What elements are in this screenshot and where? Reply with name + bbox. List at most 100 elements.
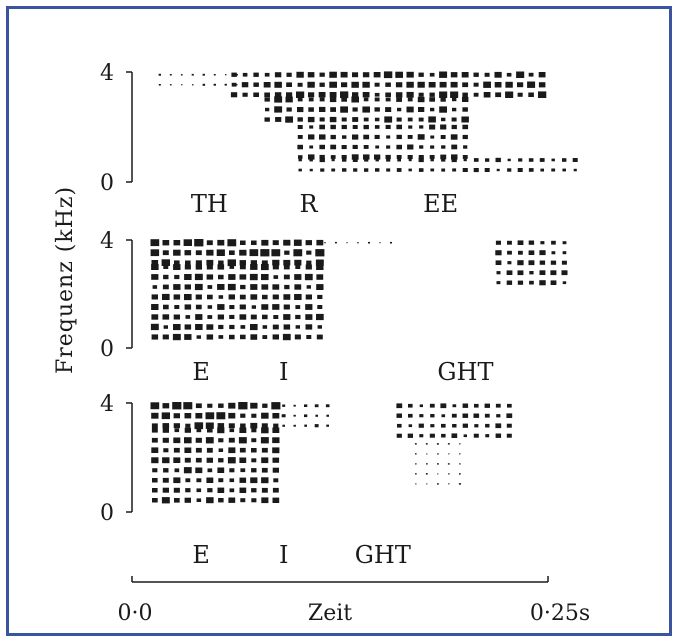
spectrogram-cell [152,498,158,503]
spectrogram-cell [162,334,169,340]
spectrogram-cell [379,242,381,244]
spectrogram-cell [506,270,513,275]
spectrogram-cell [506,72,512,77]
spectrogram-cell [539,158,545,162]
spectrogram-cell [150,239,160,247]
spectrogram-cell [229,305,235,310]
spectrogram-cell [184,250,192,256]
spectrogram-cell [227,259,236,267]
spectrogram-cell [517,240,524,245]
spectrogram-cell [430,158,434,162]
spectrogram-cell [351,96,359,103]
spectrogram-cell [296,91,305,98]
spectrogram-cell [315,259,324,266]
spectrogram-cell [218,403,224,408]
spectrogram-cell [225,74,227,76]
spectrogram-cell [309,168,313,172]
spectrogram-cell [474,403,479,408]
spectrogram-cell [538,72,546,78]
spectrogram-cell [283,274,290,280]
spectrogram-cell [396,134,402,140]
panel-2-phoneme-3: GHT [437,358,493,386]
spectrogram-cell [240,240,246,245]
spectrogram-cell [459,473,461,475]
spectrogram-cell [163,265,169,269]
spectrogram-cell [418,117,424,122]
spectrogram-cell [439,91,448,98]
spectrogram-cell [251,498,257,503]
spectrogram-cell [437,473,439,475]
spectrogram-cell [261,284,269,290]
spectrogram-cell [396,168,402,172]
panel-3-phoneme-3: GHT [355,541,411,569]
spectrogram-cell [184,457,191,463]
panel-eight: 4 0 E I GHT [100,229,568,386]
spectrogram-cell [174,274,180,280]
spectrogram-cell [441,145,446,149]
spectrogram-cell [283,304,290,310]
time-axis: 0·0 Zeit 0·25s [118,576,590,626]
spectrogram-cell [346,242,348,244]
spectrogram-cell [396,155,402,159]
spectrogram-cell [304,414,308,418]
spectrogram-cell [227,283,236,291]
spectrogram-cell [261,427,269,434]
spectrogram-cell [351,81,359,88]
spectrogram-cell [231,72,237,77]
spectrogram-cell [293,414,296,417]
spectrogram-cell [506,280,513,285]
spectrogram-cell [396,433,402,438]
spectrogram-cell [151,264,159,270]
spectrogram-cell [352,107,358,112]
spectrogram-cell [218,324,224,330]
spectrogram-cell [495,92,502,98]
spectrogram-cell [506,423,512,428]
spectrogram-cell [485,434,490,438]
spectrogram-cell [151,294,158,300]
spectrogram-cell [173,477,181,484]
spectrogram-cell [228,402,236,409]
spectrogram-cell [447,463,450,465]
spectrogram-cell [194,283,203,291]
spectrogram-cell [430,424,435,428]
spectrogram-cell [174,498,180,503]
spectrogram-cell [407,144,414,150]
spectrogram-cell [251,488,257,493]
spectrogram-cell [452,168,457,172]
panel-3-y-tick-bottom: 0 [100,501,114,526]
spectrogram-cell [281,414,286,418]
spectrogram-cell [158,73,161,76]
spectrogram-cell [227,457,236,464]
spectrogram-cell [206,457,213,463]
spectrogram-cell [426,453,428,455]
spectrogram-cell [173,413,180,419]
spectrogram-cell [162,437,169,443]
spectrogram-cell [184,427,191,433]
spectrogram-cell [207,305,213,309]
spectrogram-cell [162,477,169,483]
spectrogram-cell [235,73,238,76]
spectrogram-cell [305,314,313,320]
spectrogram-cell [163,274,169,280]
spectrogram-cell [250,402,258,409]
spectrogram-cell [572,158,578,162]
spectrogram-cell [184,324,192,330]
spectrogram-cell [196,498,202,502]
spectrogram-cell [239,447,246,453]
spectrogram-cell [250,294,258,300]
spectrogram-cell [306,335,312,339]
panel-1-phoneme-2: R [299,190,318,218]
spectrogram-cell [441,423,446,428]
spectrogram-cell [261,487,268,493]
spectrogram-cell [305,240,312,246]
spectrogram-cell [319,124,325,130]
spectrogram-cell [195,403,202,409]
spectrogram-cell [229,428,235,433]
spectrogram-cell [496,414,501,418]
spectrogram-cell [184,264,191,270]
spectrogram-cell [418,157,424,163]
spectrogram-cell [528,92,534,97]
spectrogram-cell [495,260,502,265]
spectrogram-cell [206,274,214,280]
spectrogram-cell [262,403,268,408]
